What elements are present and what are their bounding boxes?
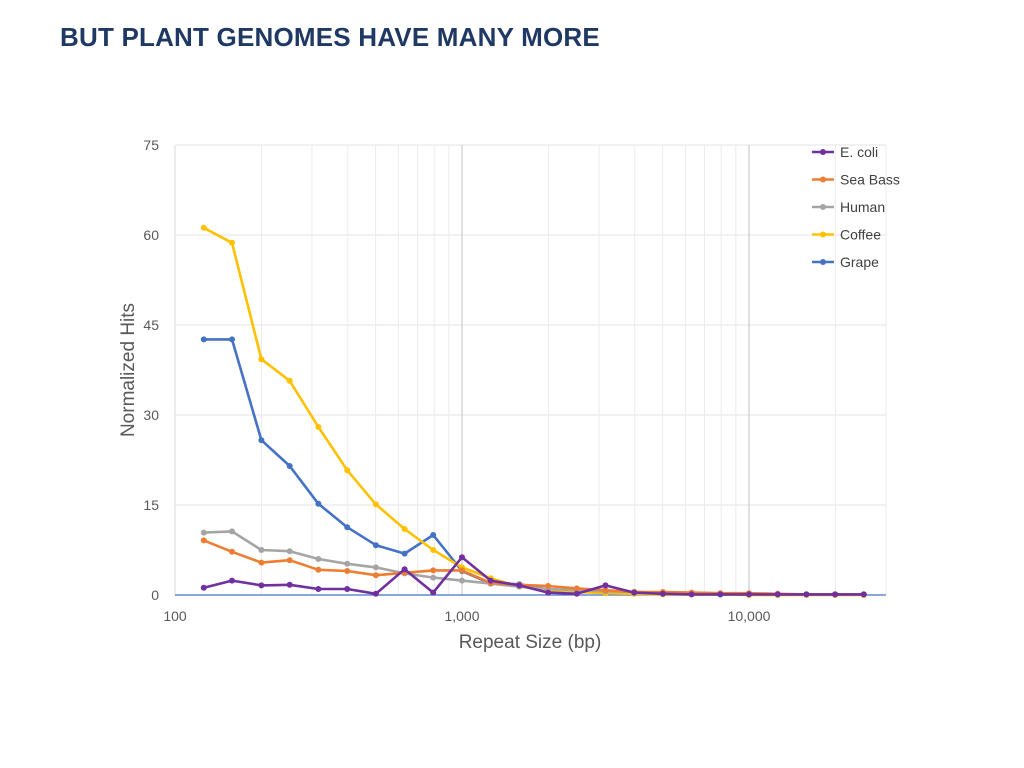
data-point (200, 529, 207, 536)
data-point (545, 589, 552, 596)
legend-swatch-marker (820, 231, 826, 238)
data-point (229, 548, 235, 555)
series-line (202, 226, 866, 597)
x-axis-title: Repeat Size (bp) (459, 632, 602, 653)
data-point (229, 336, 235, 343)
axes: 0 15 30 45 60 75 100 1,000 10,000 (143, 137, 886, 624)
legend-swatch-marker (820, 176, 826, 183)
data-point (459, 554, 465, 561)
data-point (430, 574, 437, 581)
y-tick-label: 0 (151, 587, 159, 603)
legend-label: E. coli (840, 144, 878, 160)
data-point (401, 566, 408, 573)
legend-swatch-marker (820, 149, 826, 155)
data-point (258, 582, 265, 589)
legend-label: Coffee (840, 227, 881, 243)
data-point (344, 467, 351, 474)
grid-lines (174, 144, 887, 595)
data-point (200, 537, 207, 544)
data-point (258, 437, 265, 444)
slide-title: BUT PLANT GENOMES HAVE MANY MORE (60, 22, 600, 52)
y-axis-title: Normalized Hits (118, 303, 139, 437)
data-point (344, 560, 351, 567)
data-point (803, 591, 810, 598)
x-tick-label: 1,000 (444, 608, 479, 624)
data-point (459, 577, 465, 584)
data-point (372, 542, 379, 549)
data-point (401, 550, 408, 557)
data-point (832, 591, 839, 598)
data-point (602, 582, 609, 589)
data-point (200, 224, 207, 231)
data-point (200, 336, 207, 343)
data-point (545, 583, 552, 589)
data-point (602, 587, 609, 594)
data-point (659, 590, 666, 597)
x-tick-label: 100 (163, 608, 187, 624)
data-point (430, 589, 437, 596)
y-tick-label: 15 (143, 497, 159, 513)
data-point (286, 377, 293, 384)
y-tick-label: 45 (143, 317, 159, 333)
data-point (372, 501, 379, 508)
data-point (573, 590, 580, 597)
legend-swatch-marker (820, 259, 826, 265)
data-point (430, 547, 437, 553)
data-point (344, 568, 351, 574)
data-point (286, 463, 293, 469)
data-point (487, 577, 494, 584)
legend-label: Grape (840, 254, 879, 270)
legend-label: Sea Bass (840, 172, 900, 188)
series-line (202, 338, 866, 596)
data-point (746, 591, 752, 598)
data-point (315, 566, 322, 573)
data-point (717, 591, 724, 598)
data-point (430, 532, 437, 538)
x-tick-label: 10,000 (728, 608, 771, 624)
data-point (229, 528, 235, 535)
data-point (229, 239, 235, 246)
y-tick-label: 30 (143, 407, 159, 423)
data-point (372, 590, 379, 597)
legend-swatch-marker (820, 204, 826, 210)
data-point (315, 500, 322, 507)
data-point (258, 356, 265, 363)
data-point (286, 548, 293, 555)
data-point (774, 591, 781, 598)
data-point (286, 581, 293, 588)
data-point (573, 585, 580, 592)
y-tick-label: 60 (143, 227, 159, 243)
legend: E. coli Sea Bass Human Coffee Grape (812, 144, 900, 270)
data-point (315, 586, 322, 592)
data-point (344, 586, 351, 592)
data-point (258, 547, 265, 553)
data-point (315, 556, 322, 562)
data-point (315, 424, 322, 430)
data-point (286, 557, 293, 564)
data-point (229, 577, 235, 584)
data-point (344, 524, 351, 531)
y-tick-label: 75 (143, 137, 159, 153)
data-point (372, 572, 379, 579)
data-point (631, 589, 638, 596)
data-point (516, 582, 523, 589)
legend-label: Human (840, 199, 885, 215)
data-point (688, 591, 695, 598)
series-line (202, 555, 866, 596)
data-point (430, 567, 437, 574)
data-point (200, 584, 207, 591)
data-point (258, 559, 265, 566)
data-point (372, 564, 379, 571)
data-point (860, 591, 867, 598)
data-point (459, 567, 465, 574)
data-point (401, 526, 408, 532)
series-lines (200, 224, 867, 598)
